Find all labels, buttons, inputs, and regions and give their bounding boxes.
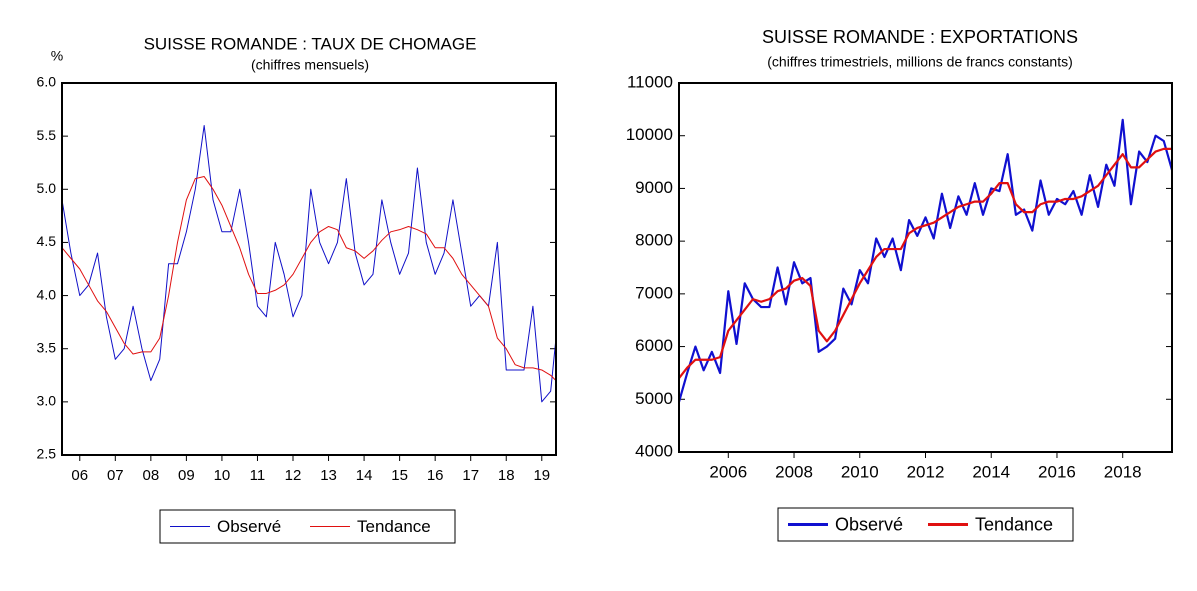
x-tick-label: 08 [143, 467, 160, 484]
line-series [61, 176, 557, 381]
y-tick-label: 4.5 [37, 233, 57, 249]
x-tick-label: 19 [533, 467, 550, 484]
plot-frame [678, 82, 1173, 453]
x-tick-label: 2006 [709, 462, 747, 481]
plot-frame [61, 82, 557, 456]
line-series [677, 118, 1174, 403]
x-tick-label: 2008 [775, 462, 813, 481]
legend-label: Tendance [357, 517, 431, 536]
x-tick-label: 2016 [1038, 462, 1076, 481]
legend-label: Tendance [975, 514, 1053, 534]
x-tick-label: 17 [462, 467, 479, 484]
x-tick-label: 15 [391, 467, 408, 484]
x-tick-label: 2012 [907, 462, 945, 481]
x-tick-label: 2018 [1104, 462, 1142, 481]
x-tick-label: 07 [107, 467, 124, 484]
x-tick-label: 12 [285, 467, 302, 484]
y-tick-label: 9000 [635, 178, 673, 197]
y-tick-label: 6.0 [37, 74, 57, 90]
x-tick-label: 2010 [841, 462, 879, 481]
line-series [678, 147, 1172, 379]
y-tick-label: 5.0 [37, 180, 57, 196]
y-tick-label: 5000 [635, 389, 673, 408]
x-tick-label: 10 [214, 467, 231, 484]
y-tick-label: 7000 [635, 283, 673, 302]
y-tick-label: 4.0 [37, 286, 57, 302]
legend-label: Observé [217, 517, 281, 536]
x-tick-label: 13 [320, 467, 337, 484]
chart-subtitle: (chiffres mensuels) [251, 57, 369, 73]
x-tick-label: 18 [498, 467, 515, 484]
y-tick-label: 11000 [627, 72, 673, 91]
chart-title: SUISSE ROMANDE : EXPORTATIONS [762, 27, 1078, 47]
y-tick-label: 6000 [635, 336, 673, 355]
x-tick-label: 14 [356, 467, 373, 484]
y-axis-label: % [51, 48, 63, 64]
y-tick-label: 3.0 [37, 393, 57, 409]
y-tick-label: 8000 [635, 231, 673, 250]
x-tick-label: 11 [250, 467, 266, 484]
chart-title: SUISSE ROMANDE : TAUX DE CHOMAGE [144, 34, 477, 53]
y-tick-label: 10000 [626, 125, 673, 144]
x-tick-label: 16 [427, 467, 444, 484]
legend-label: Observé [835, 514, 903, 534]
chart-subtitle: (chiffres trimestriels, millions de fran… [767, 54, 1073, 70]
line-series [61, 125, 557, 403]
x-tick-label: 2014 [972, 462, 1010, 481]
x-tick-label: 09 [178, 467, 195, 484]
y-tick-label: 3.5 [37, 339, 57, 355]
x-tick-label: 06 [71, 467, 88, 484]
y-tick-label: 4000 [635, 441, 673, 460]
y-tick-label: 5.5 [37, 127, 57, 143]
y-tick-label: 2.5 [37, 446, 57, 462]
